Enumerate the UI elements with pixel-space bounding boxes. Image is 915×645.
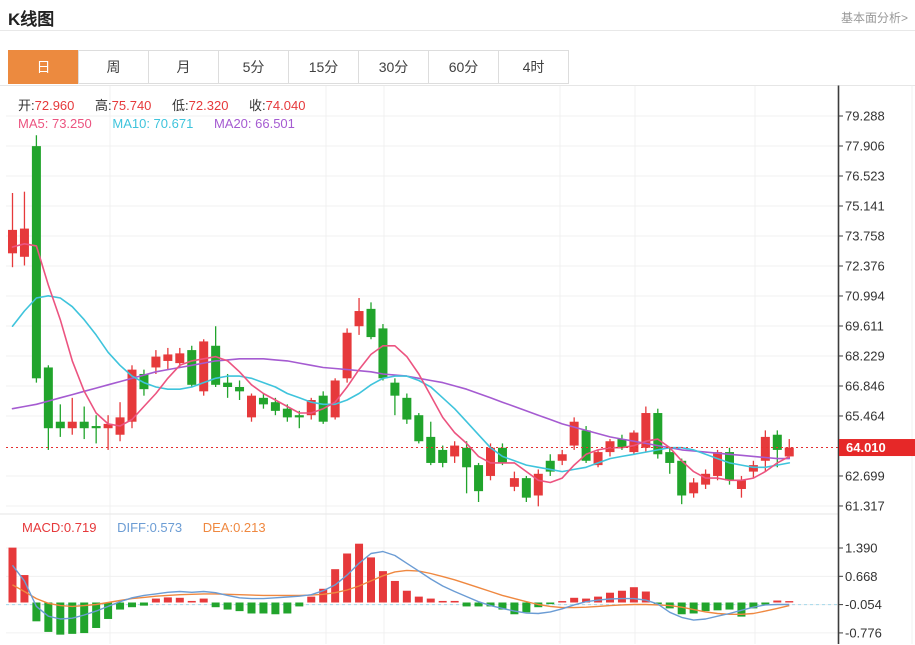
svg-text:73.758: 73.758 [845,229,885,244]
ma10-value: 70.671 [153,116,194,131]
macd-legend: MACD:0.719 DIFF:0.573 DEA:0.213 [22,520,283,535]
fundamental-analysis-link[interactable]: 基本面分析> [840,11,908,25]
svg-text:0.668: 0.668 [845,569,878,584]
high-label: 高: [95,98,112,113]
high-value: 75.740 [111,98,152,113]
svg-text:62.699: 62.699 [845,468,885,483]
svg-text:61.317: 61.317 [845,498,885,513]
tab-week[interactable]: 周 [78,50,149,84]
ma5-line [11,243,791,484]
low-value: 72.320 [188,98,229,113]
page-title: K线图 [8,10,55,29]
diff-value: 0.573 [149,520,183,535]
current-price-label: 64.010 [839,439,915,457]
open-value: 72.960 [34,98,75,113]
period-tabs: 日 周 月 5分 15分 30分 60分 4时 [8,50,569,84]
tab-4hour[interactable]: 4时 [498,50,569,84]
svg-text:64.010: 64.010 [846,440,886,455]
svg-text:69.611: 69.611 [845,318,884,333]
svg-text:1.390: 1.390 [845,541,878,556]
svg-text:79.288: 79.288 [845,109,885,124]
tab-30min[interactable]: 30分 [358,50,429,84]
tab-5min[interactable]: 5分 [218,50,289,84]
low-label: 低: [172,98,189,113]
open-label: 开: [18,98,35,113]
dea-value: 0.213 [233,520,266,535]
svg-text:70.994: 70.994 [845,288,885,303]
dea-label: DEA: [202,520,234,535]
macd-label: MACD: [22,520,64,535]
svg-text:65.464: 65.464 [845,408,885,423]
ma10-line [11,294,791,473]
svg-text:-0.776: -0.776 [845,625,882,640]
ohlc-legend: 开:72.960 高:75.740 低:72.320 收:74.040 [18,95,322,114]
tab-60min[interactable]: 60分 [428,50,499,84]
close-value: 74.040 [265,98,306,113]
ma-legend: MA5: 73.250 MA10: 70.671 MA20: 66.501 [18,116,312,131]
tab-day[interactable]: 日 [8,50,79,84]
macd-histogram [8,543,794,635]
ma20-label: MA20: [213,116,256,131]
svg-text:77.906: 77.906 [845,138,885,153]
svg-text:68.229: 68.229 [845,348,885,363]
tab-15min[interactable]: 15分 [288,50,359,84]
tab-month[interactable]: 月 [148,50,219,84]
close-label: 收: [249,98,266,113]
ma20-value: 66.501 [255,116,295,131]
ma5-value: 73.250 [51,116,92,131]
header-divider [0,30,915,31]
diff-line [11,550,790,621]
svg-text:66.846: 66.846 [845,378,885,393]
svg-text:76.523: 76.523 [845,169,885,184]
ma5-label: MA5: [18,116,52,131]
svg-text:75.141: 75.141 [845,198,885,213]
svg-text:-0.054: -0.054 [845,597,882,612]
macd-value: 0.719 [63,520,97,535]
price-axis-labels: 79.288 77.906 76.523 75.141 73.758 72.376 70.9… [838,109,885,513]
macd-axis-labels: 1.390 0.668 -0.054 -0.776 [838,541,882,640]
svg-text:72.376: 72.376 [845,258,885,273]
diff-label: DIFF: [117,520,150,535]
grid-lines [0,85,915,644]
ma10-label: MA10: [112,116,154,131]
candles-group [8,135,794,507]
